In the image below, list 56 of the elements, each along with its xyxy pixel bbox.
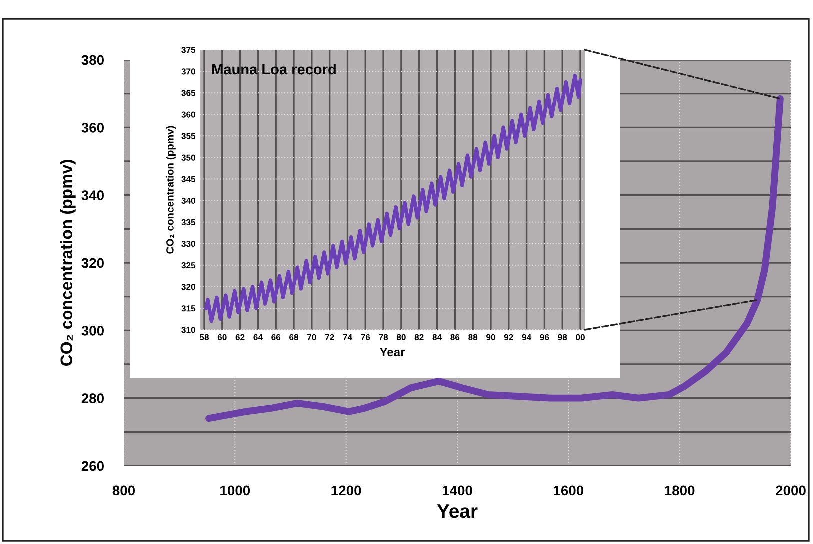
y-tick-label: 360 — [182, 112, 196, 118]
y-tick-label: 380 — [82, 55, 104, 66]
x-tick-label: 70 — [308, 334, 316, 340]
x-tick-label: 58 — [200, 334, 209, 340]
x-axis-title: Year — [380, 348, 406, 357]
x-tick-label: 78 — [379, 334, 388, 340]
y-tick-label: 360 — [82, 123, 104, 133]
x-tick-label: 2000 — [776, 486, 806, 496]
y-tick-label: 340 — [82, 190, 104, 201]
x-tick-label: 90 — [486, 334, 496, 340]
x-tick-label: 1800 — [665, 486, 695, 496]
y-tick-label: 315 — [182, 306, 196, 312]
x-tick-label: 92 — [504, 334, 514, 340]
y-tick-label: 350 — [182, 154, 196, 161]
y-tick-label: 335 — [182, 219, 196, 226]
y-tick-label: 310 — [182, 327, 196, 334]
x-tick-label: 86 — [450, 334, 460, 340]
y-tick-label: 280 — [82, 394, 104, 404]
x-tick-label: 62 — [236, 334, 245, 340]
y-tick-label: 260 — [82, 461, 104, 472]
x-tick-label: 98 — [558, 334, 568, 340]
y-tick-label: 320 — [82, 258, 104, 268]
y-tick-label: 370 — [182, 68, 196, 75]
x-tick-label: 74 — [343, 334, 352, 340]
x-tick-label: 800 — [112, 486, 136, 496]
x-tick-label: 1200 — [332, 486, 362, 496]
line-series — [204, 74, 582, 324]
y-tick-label: 365 — [182, 90, 196, 96]
x-tick-label: 84 — [432, 334, 442, 340]
y-tick-label: 325 — [182, 262, 196, 269]
x-tick-label: 1400 — [442, 486, 472, 496]
x-tick-label: 76 — [361, 334, 370, 340]
x-axis-title: Year — [437, 504, 478, 518]
x-tick-label: 1000 — [220, 486, 250, 496]
text: Mauna Loa record — [212, 64, 336, 75]
x-tick-label: 94 — [522, 334, 532, 340]
x-tick-label: 66 — [272, 334, 281, 340]
x-tick-label: 96 — [540, 334, 550, 340]
y-tick-label: 320 — [182, 284, 196, 290]
x-tick-label: 1600 — [554, 486, 584, 496]
x-tick-label: 64 — [254, 334, 263, 340]
y-axis-title: CO₂ concentration (ppmv) — [60, 160, 76, 366]
x-tick-label: 88 — [468, 334, 478, 340]
x-tick-label: 68 — [290, 334, 299, 340]
x-tick-label: 80 — [396, 334, 406, 340]
y-tick-label: 340 — [182, 198, 196, 204]
y-tick-label: 330 — [182, 240, 196, 248]
y-tick-label: 345 — [182, 176, 196, 182]
y-axis-title: CO₂ concentration (ppmv) — [166, 126, 176, 254]
x-tick-label: 60 — [218, 334, 227, 340]
y-tick-label: 355 — [182, 133, 196, 140]
x-tick-label: 82 — [414, 334, 424, 340]
y-tick-label: 300 — [82, 326, 104, 336]
y-tick-label: 375 — [182, 47, 196, 54]
x-tick-label: 00 — [576, 334, 585, 340]
x-tick-label: 72 — [325, 334, 334, 340]
